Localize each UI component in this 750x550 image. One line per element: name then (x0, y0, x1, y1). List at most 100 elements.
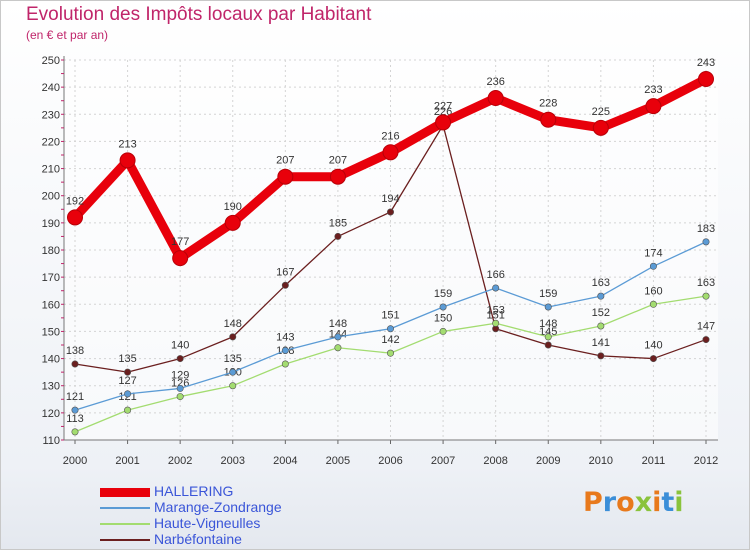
data-point (119, 152, 136, 169)
data-point (224, 214, 241, 231)
logo-letter: i (652, 487, 662, 518)
logo-letter: x (634, 487, 653, 518)
legend-label: Marange-Zondrange (154, 499, 282, 515)
y-tick-label: 170 (42, 272, 60, 284)
data-label: 143 (276, 331, 294, 343)
data-label: 166 (486, 269, 504, 281)
y-tick-label: 110 (42, 435, 60, 447)
data-label: 129 (171, 369, 189, 381)
data-point (386, 325, 394, 333)
logo-letter: i (674, 487, 684, 518)
legend-label: Haute-Vigneulles (154, 515, 261, 531)
data-point (439, 303, 447, 311)
data-label: 150 (434, 312, 452, 324)
x-tick-label: 2009 (536, 455, 560, 467)
x-tick-label: 2011 (642, 455, 666, 467)
data-point (229, 368, 237, 376)
y-tick-label: 210 (42, 164, 60, 176)
y-tick-label: 230 (42, 109, 60, 121)
data-label: 135 (118, 353, 136, 365)
legend-swatch (100, 523, 150, 526)
legend-label: HALLERING (154, 483, 234, 499)
logo-letter: t (661, 487, 675, 518)
data-point (439, 327, 447, 335)
y-tick-label: 120 (42, 408, 60, 420)
data-point (281, 360, 289, 368)
data-label: 225 (592, 106, 610, 118)
data-point (487, 90, 504, 106)
data-label: 228 (539, 98, 557, 110)
y-tick-label: 190 (42, 218, 60, 230)
logo-letter: r (602, 487, 617, 518)
data-label: 227 (434, 100, 452, 112)
data-label: 177 (171, 236, 189, 248)
y-tick-label: 240 (42, 82, 60, 94)
data-point (172, 250, 189, 267)
data-label: 163 (697, 277, 715, 289)
data-label: 159 (434, 288, 452, 300)
data-point (176, 393, 184, 401)
x-tick-label: 2012 (694, 455, 718, 467)
data-label: 142 (381, 334, 399, 346)
data-point (124, 406, 132, 414)
data-point (492, 284, 500, 292)
data-label: 207 (276, 155, 294, 167)
data-point (281, 281, 289, 289)
data-point (71, 360, 79, 368)
legend-item-marange-zondrange: Marange-Zondrange (100, 499, 282, 515)
y-tick-label: 130 (42, 381, 60, 393)
data-point (544, 341, 552, 349)
data-point (597, 292, 605, 300)
data-label: 226 (434, 106, 452, 118)
data-label: 141 (592, 337, 610, 349)
data-label: 152 (592, 307, 610, 319)
data-point (544, 303, 552, 311)
data-point (649, 355, 657, 363)
data-point (382, 144, 399, 161)
data-point (386, 349, 394, 357)
data-label: 140 (644, 340, 662, 352)
data-point (124, 368, 132, 376)
data-point (702, 292, 710, 300)
data-label: 148 (224, 318, 242, 330)
y-tick-label: 200 (42, 191, 60, 203)
data-label: 243 (697, 57, 715, 69)
data-label: 151 (381, 310, 399, 322)
legend-swatch (100, 487, 150, 497)
chart-subtitle: (en € et par an) (26, 28, 109, 42)
data-point (277, 168, 294, 185)
data-label: 207 (329, 155, 347, 167)
data-point (702, 238, 710, 246)
x-tick-label: 2001 (115, 455, 139, 467)
y-tick-label: 220 (42, 136, 60, 148)
data-point (334, 333, 342, 341)
data-point (645, 98, 662, 115)
data-point (702, 336, 710, 344)
legend-item-haute-vigneulles: Haute-Vigneulles (100, 515, 260, 531)
data-point (176, 355, 184, 363)
data-point (67, 209, 83, 226)
legend-swatch (100, 507, 150, 510)
data-point (592, 119, 609, 136)
data-point (334, 232, 342, 240)
x-tick-label: 2010 (589, 455, 613, 467)
data-label: 159 (539, 288, 557, 300)
data-label: 148 (539, 318, 557, 330)
data-point (649, 300, 657, 308)
data-label: 236 (486, 76, 504, 88)
x-tick-label: 2000 (63, 455, 87, 467)
x-tick-label: 2007 (431, 455, 455, 467)
y-tick-label: 160 (42, 299, 60, 311)
data-point (229, 333, 237, 341)
y-tick-label: 250 (42, 55, 60, 67)
data-point (698, 71, 714, 87)
x-tick-label: 2006 (378, 455, 402, 467)
y-tick-label: 180 (42, 245, 60, 257)
data-point (435, 114, 452, 131)
data-label: 183 (697, 223, 715, 235)
data-label: 192 (66, 195, 84, 207)
x-tick-label: 2004 (273, 455, 297, 467)
legend-label: Narbéfontaine (154, 531, 242, 547)
legend-swatch (100, 539, 150, 542)
